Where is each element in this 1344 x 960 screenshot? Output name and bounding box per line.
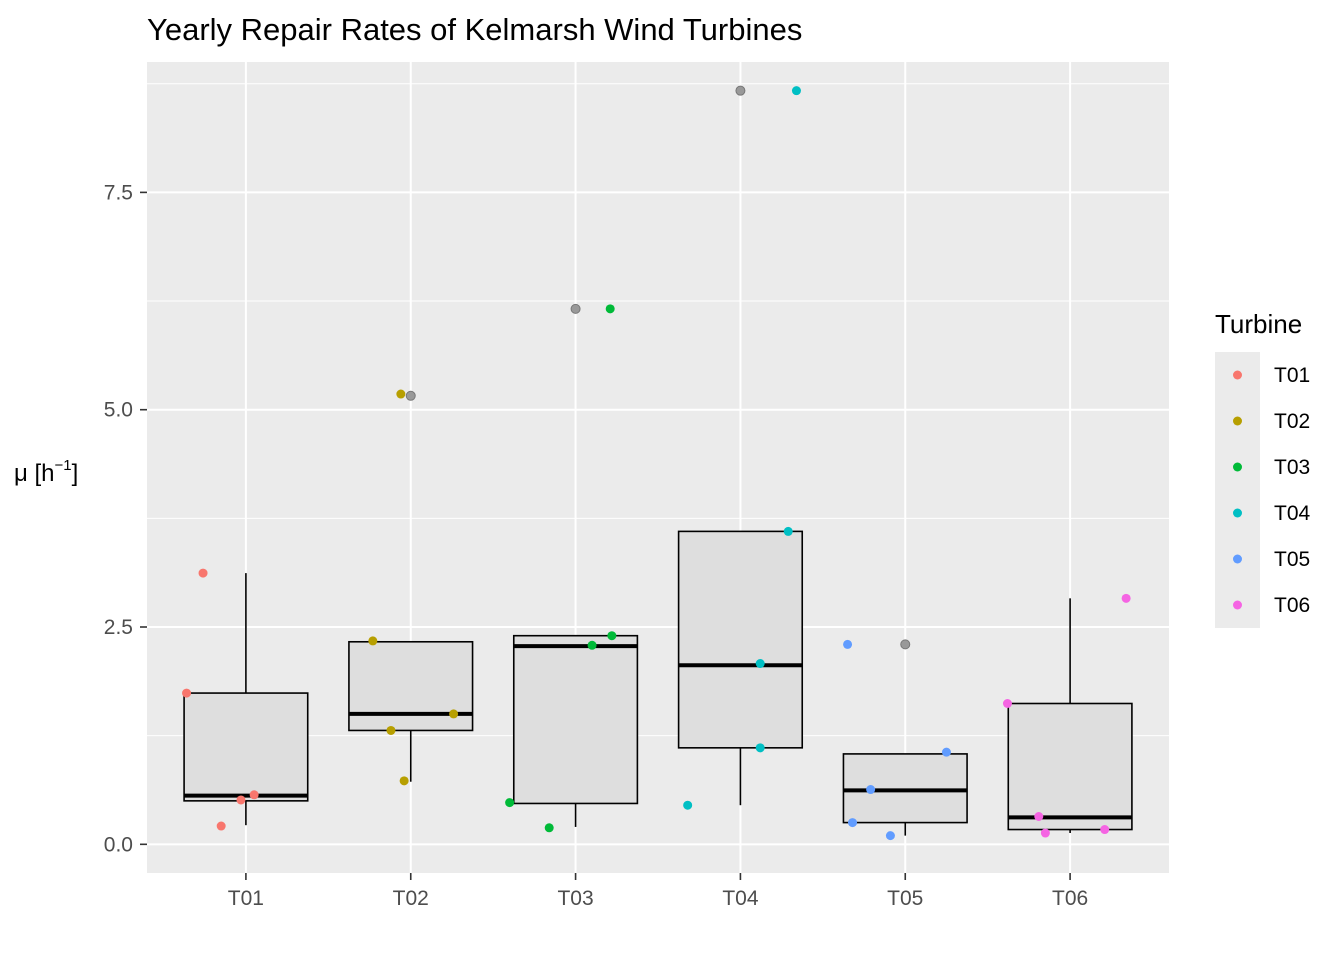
point-t01 — [236, 795, 246, 805]
legend-key-t06 — [1233, 600, 1242, 610]
boxplot-t06 — [1007, 598, 1133, 834]
point-t02 — [449, 709, 459, 719]
point-t04 — [683, 800, 693, 810]
y-axis: 0.0 2.5 5.0 7.5 — [104, 181, 147, 856]
legend-title: Turbine — [1215, 309, 1302, 339]
box-iqr — [677, 530, 804, 749]
outlier-points — [405, 85, 911, 650]
y-axis-label: μ [h−1] — [14, 457, 78, 487]
boxplot-t01 — [183, 573, 309, 826]
point-t06 — [1121, 593, 1131, 603]
legend-label-t05: T05 — [1274, 548, 1310, 571]
point-t04 — [791, 86, 801, 96]
legend-key-t04 — [1233, 508, 1242, 518]
jitter-points — [182, 86, 1131, 841]
point-t04 — [755, 743, 765, 753]
point-t02 — [399, 776, 409, 786]
legend-label-t01: T01 — [1274, 364, 1310, 387]
outlier-point — [900, 639, 911, 650]
outlier-point — [735, 85, 746, 96]
x-tick-label: T06 — [1052, 887, 1088, 910]
point-t05 — [941, 747, 951, 757]
legend-label-t04: T04 — [1274, 502, 1311, 525]
x-tick-label: T03 — [557, 887, 593, 910]
x-tick-label: T05 — [887, 887, 923, 910]
point-t05 — [866, 785, 876, 795]
point-t04 — [783, 526, 793, 536]
outlier-point — [405, 390, 416, 401]
point-t06 — [1034, 811, 1044, 821]
legend-key-t01 — [1233, 370, 1242, 380]
legend-key-t02 — [1233, 416, 1242, 426]
point-t01 — [216, 821, 226, 831]
legend-label-t06: T06 — [1274, 594, 1310, 617]
point-t05 — [848, 818, 858, 828]
x-tick-label: T01 — [228, 887, 264, 910]
chart-title: Yearly Repair Rates of Kelmarsh Wind Tur… — [147, 12, 802, 47]
boxplot-t03 — [512, 634, 639, 827]
y-axis-label-exponent: −1 — [55, 457, 72, 474]
y-tick-label: 7.5 — [104, 181, 133, 204]
point-t03 — [505, 798, 515, 808]
boxplot-t04 — [677, 530, 804, 806]
point-t03 — [544, 823, 554, 833]
legend-label-t02: T02 — [1274, 410, 1310, 433]
point-t01 — [249, 790, 259, 800]
x-tick-label: T02 — [393, 887, 429, 910]
box-iqr — [512, 634, 639, 805]
x-axis: T01 T02 T03 T04 T05 T06 — [228, 873, 1088, 910]
legend-label-t03: T03 — [1274, 456, 1310, 479]
grid-minor — [147, 83, 1169, 737]
point-t01 — [182, 688, 192, 698]
point-t03 — [607, 631, 617, 641]
legend-key-t03 — [1233, 462, 1242, 472]
boxplot-t05 — [842, 753, 968, 836]
point-t05 — [885, 831, 895, 841]
point-t02 — [396, 389, 406, 399]
outlier-point — [570, 303, 581, 314]
y-axis-label-suffix: ] — [72, 460, 79, 487]
plot-panel — [147, 62, 1169, 873]
point-t02 — [368, 636, 378, 646]
y-tick-label: 2.5 — [104, 616, 133, 639]
legend-key-background — [1215, 352, 1260, 628]
legend: Turbine T01 T02 T03 T04 T05 T06 — [1215, 309, 1311, 628]
x-tick-label: T04 — [722, 887, 759, 910]
box-iqr — [1007, 702, 1133, 831]
y-tick-label: 5.0 — [104, 399, 133, 422]
point-t03 — [605, 304, 615, 314]
y-axis-label-main: μ [h — [14, 460, 55, 487]
point-t05 — [843, 639, 853, 649]
box-iqr — [183, 692, 309, 802]
point-t06 — [1040, 828, 1050, 838]
point-t04 — [755, 659, 765, 669]
boxplots — [183, 530, 1133, 836]
point-t02 — [386, 725, 396, 735]
y-tick-label: 0.0 — [104, 833, 133, 856]
point-t06 — [1002, 698, 1012, 708]
point-t03 — [587, 640, 597, 650]
legend-key-t05 — [1233, 554, 1242, 564]
box-iqr — [842, 753, 968, 824]
point-t06 — [1100, 825, 1110, 835]
point-t01 — [198, 568, 208, 578]
